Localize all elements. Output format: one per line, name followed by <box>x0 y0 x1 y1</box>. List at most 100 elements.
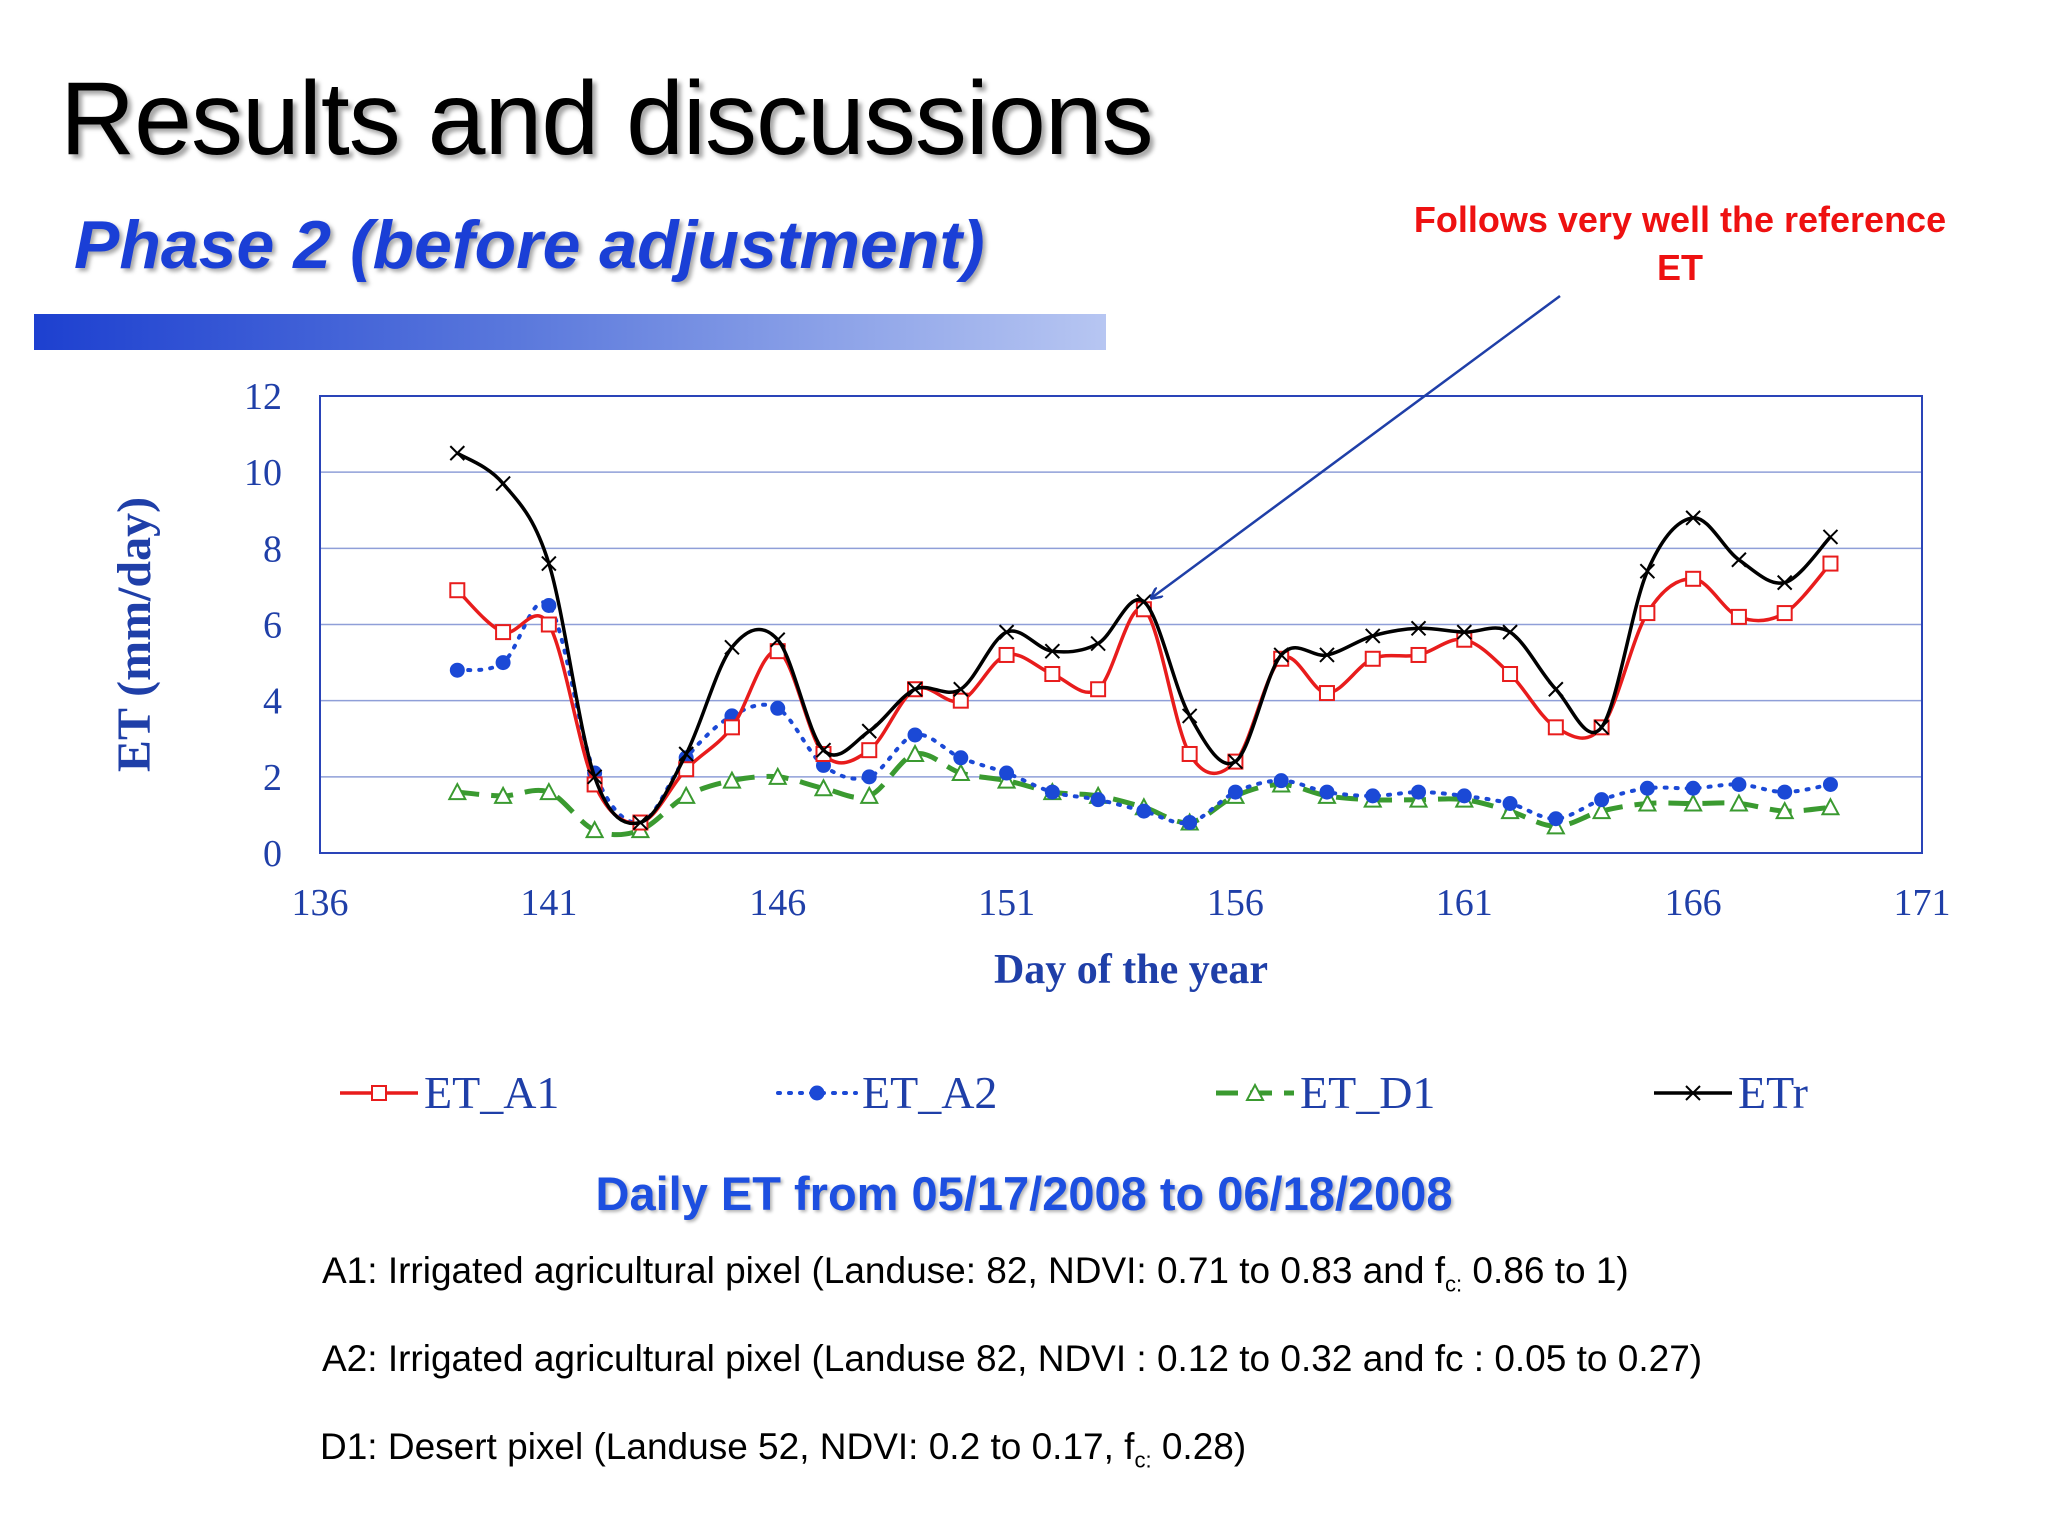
data-point <box>1364 650 1381 667</box>
y-tick-label: 6 <box>263 605 282 647</box>
note-a2-text: A2: Irrigated agricultural pixel (Landus… <box>322 1338 1703 1379</box>
data-point <box>495 624 512 641</box>
data-point <box>676 785 696 804</box>
data-point <box>1729 793 1749 812</box>
chart-title: Daily ET from 05/17/2008 to 06/18/2008 <box>595 1167 1453 1220</box>
series-et-d1 <box>447 743 1841 839</box>
data-point <box>1683 793 1703 812</box>
grid-lines <box>320 471 1922 778</box>
note-d1-tail: 0.28) <box>1151 1426 1247 1467</box>
data-point <box>951 762 971 782</box>
data-point <box>541 597 557 613</box>
data-point <box>541 555 557 572</box>
note-a1-tail: 0.86 to 1) <box>1462 1250 1629 1291</box>
x-axis-label: Day of the year <box>994 947 1268 993</box>
x-tick-label: 156 <box>1207 882 1264 924</box>
slide-subtitle: Phase 2 (before adjustment) <box>74 207 985 283</box>
data-point <box>1181 708 1198 724</box>
chart-legend: ET_A1 ET_A2 ET_D1 ETr <box>340 1067 1808 1118</box>
callout-arrow <box>1152 294 1561 598</box>
data-point <box>1090 792 1106 808</box>
data-point <box>1820 797 1841 816</box>
data-point <box>1090 635 1106 652</box>
callout-line-2: ET <box>1656 247 1703 288</box>
data-point <box>1637 793 1658 812</box>
data-point <box>1411 784 1427 800</box>
data-point <box>1319 784 1335 800</box>
data-point <box>1594 792 1610 808</box>
note-d1-text: D1: Desert pixel (Landuse 52, NDVI: 0.2 … <box>320 1426 1135 1467</box>
data-point <box>1227 753 1244 770</box>
data-point <box>907 727 923 743</box>
data-point <box>1456 788 1472 804</box>
series-lines <box>447 445 1841 839</box>
data-point <box>1776 574 1793 591</box>
data-point <box>998 624 1015 640</box>
series-line-etr <box>456 451 1832 826</box>
data-point <box>1456 624 1472 640</box>
note-a1-text: A1: Irrigated agricultural pixel (Landus… <box>322 1250 1445 1291</box>
legend-swatch-marker <box>1245 1082 1265 1101</box>
data-point <box>1273 773 1289 789</box>
series-line-et-a2 <box>455 600 1833 826</box>
note-d1: D1: Desert pixel (Landuse 52, NDVI: 0.2 … <box>320 1426 1246 1473</box>
data-point <box>724 639 740 656</box>
data-point <box>1502 666 1519 683</box>
data-point <box>953 750 969 766</box>
series-et-a1 <box>449 555 1839 831</box>
data-point <box>1775 800 1795 820</box>
data-point <box>1685 780 1701 796</box>
data-point <box>493 785 513 804</box>
data-point <box>1181 745 1198 762</box>
data-point <box>905 743 925 762</box>
data-point <box>768 766 788 785</box>
y-tick-label: 8 <box>263 528 282 570</box>
data-point <box>722 770 742 789</box>
data-point <box>495 475 511 492</box>
data-point <box>1548 681 1564 697</box>
plot-area-frame <box>319 395 1923 854</box>
data-point <box>1090 681 1107 698</box>
data-point <box>1044 666 1061 683</box>
data-point <box>953 681 969 697</box>
note-a1: A1: Irrigated agricultural pixel (Landus… <box>322 1250 1629 1297</box>
data-point <box>449 582 466 599</box>
data-point <box>999 765 1015 781</box>
data-point <box>1548 811 1564 827</box>
callout-line-1: Follows very well the reference <box>1413 199 1947 240</box>
legend-swatch-marker <box>809 1085 825 1101</box>
y-axis-ticks: 0 2 4 6 8 10 12 <box>244 376 282 875</box>
data-point <box>770 700 786 716</box>
data-point <box>1822 529 1839 545</box>
data-point <box>449 445 466 461</box>
y-tick-label: 10 <box>244 452 282 494</box>
data-point <box>1685 510 1701 526</box>
data-point <box>1318 685 1335 702</box>
x-tick-label: 166 <box>1665 882 1722 924</box>
data-point <box>1044 643 1061 659</box>
data-point <box>813 778 834 797</box>
data-point <box>1685 570 1702 587</box>
x-tick-label: 161 <box>1436 882 1493 924</box>
data-point <box>1502 624 1518 640</box>
data-point <box>1593 719 1610 736</box>
data-point <box>1410 620 1427 637</box>
data-point <box>1777 784 1793 800</box>
data-point <box>678 746 694 762</box>
data-point <box>539 781 559 801</box>
title-gradient-bar <box>34 314 1106 350</box>
y-tick-label: 4 <box>263 681 282 723</box>
data-point <box>1136 803 1152 819</box>
data-point <box>1776 605 1793 622</box>
data-point <box>952 692 969 709</box>
x-tick-label: 151 <box>978 882 1035 924</box>
data-point <box>540 616 557 633</box>
data-point <box>859 785 879 804</box>
series-etr <box>449 445 1839 831</box>
data-point <box>495 655 511 671</box>
data-point <box>861 742 878 759</box>
data-point <box>907 681 923 697</box>
legend-item-et-a1: ET_A1 <box>340 1067 559 1118</box>
data-point <box>861 723 877 739</box>
data-point <box>1273 647 1289 663</box>
